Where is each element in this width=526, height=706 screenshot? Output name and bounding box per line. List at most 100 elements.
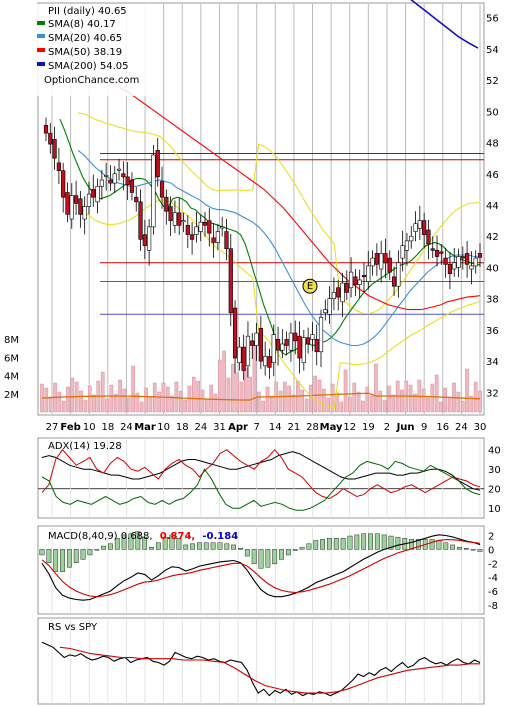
- macd-histogram-bar: [73, 549, 79, 563]
- macd-tick-label: 0: [488, 545, 494, 556]
- price-tick-label: 50: [486, 107, 499, 118]
- adx-tick-label: 10: [488, 504, 501, 515]
- adx-axis: 40 30 20 10: [488, 446, 501, 515]
- candle-down: [258, 328, 263, 362]
- macd-histogram-bar: [477, 549, 483, 552]
- macd-histogram: [39, 526, 483, 614]
- earnings-marker: E: [302, 278, 318, 294]
- volume-bar: [352, 382, 357, 413]
- legend-sma20: SMA(20) 40.65: [48, 33, 122, 44]
- candle-down: [61, 170, 66, 198]
- price-tick-label: 48: [486, 139, 499, 150]
- macd-histogram-bar: [149, 546, 154, 550]
- candle-up: [215, 231, 220, 243]
- price-tick-label: 56: [486, 14, 499, 25]
- candle-up: [194, 226, 199, 235]
- candle-up: [340, 282, 345, 303]
- candle-down: [477, 253, 483, 258]
- candle-up: [99, 179, 104, 187]
- price-tick-label: 32: [486, 388, 499, 399]
- volume-bar: [79, 390, 83, 413]
- volume-bar: [465, 368, 469, 413]
- volume-bar: [287, 385, 291, 413]
- macd-histogram-bar: [176, 538, 182, 550]
- volume-bar: [265, 386, 270, 413]
- volume-bar: [443, 387, 448, 413]
- volume-bar: [70, 377, 75, 413]
- date-tick-label: 21: [288, 422, 301, 433]
- macd-histogram-bar: [436, 540, 442, 550]
- volume-bar: [100, 371, 105, 413]
- candle-up: [370, 257, 375, 267]
- macd-tick-label: -8: [488, 601, 498, 612]
- macd-histogram-bar: [53, 549, 59, 572]
- adx-tick-label: 20: [488, 485, 501, 496]
- bollinger-upper: [77, 112, 481, 315]
- volume-bar: [196, 380, 200, 413]
- macd-axis: 2 0 -2 -4 -6 -8: [488, 531, 498, 612]
- candle-up: [301, 337, 306, 364]
- date-tick-label: Apr: [228, 422, 248, 433]
- volume-bar: [44, 387, 49, 413]
- candle-down: [267, 356, 272, 368]
- macd-histogram-bar: [190, 543, 195, 550]
- candle-down: [383, 253, 388, 264]
- date-tick-label: 7: [254, 422, 260, 433]
- rs-panel-frame: [37, 617, 485, 705]
- macd-histogram-bar: [429, 539, 435, 550]
- macd-tick-label: -4: [488, 573, 498, 584]
- candle-up: [95, 185, 100, 203]
- volume-bar: [157, 391, 161, 413]
- rs-label: RS vs SPY: [48, 622, 98, 633]
- volume-bar: [109, 384, 114, 413]
- volume-bar: [361, 400, 365, 413]
- price-tick-label: 36: [486, 326, 499, 337]
- price-tick-label: 42: [486, 232, 499, 243]
- macd-histogram-bar: [183, 544, 189, 550]
- candle-down: [336, 287, 341, 298]
- volume-bar: [473, 381, 478, 413]
- volume-bar: [313, 375, 318, 413]
- date-tick-label: 10: [83, 422, 96, 433]
- candle-down: [241, 346, 246, 371]
- candle-down: [48, 132, 53, 145]
- candle-up: [452, 262, 457, 270]
- macd-histogram-bar: [368, 533, 373, 550]
- volume-bar: [178, 390, 183, 413]
- price-axis: 56 54 52 50 48 46 44 42 40 38 36 34 32: [486, 14, 499, 400]
- candle-down: [185, 225, 190, 235]
- volume-bar: [447, 396, 452, 413]
- candle-down: [121, 173, 126, 178]
- volume-bar: [222, 350, 226, 413]
- volume-bar: [83, 399, 88, 413]
- candle-up: [404, 240, 410, 251]
- candle-down: [314, 338, 319, 353]
- candle-down: [297, 335, 302, 359]
- candle-down: [73, 195, 79, 204]
- macd-histogram-bar: [354, 534, 360, 550]
- macd-histogram-bar: [39, 549, 45, 556]
- date-tick-label: 19: [362, 422, 375, 433]
- date-tick-label: Feb: [60, 422, 80, 433]
- adx-tick-label: 40: [488, 446, 501, 457]
- volume-bar: [57, 391, 62, 413]
- macd-histogram-bar: [210, 542, 216, 550]
- volume-bar: [48, 396, 53, 413]
- macd-series-line: [41, 534, 481, 601]
- candle-up: [417, 220, 422, 229]
- legend-sma50: SMA(50) 38.19: [48, 47, 122, 58]
- candle-down: [164, 196, 169, 212]
- volume-bar: [248, 376, 252, 413]
- candle-up: [69, 195, 74, 220]
- volume-bar: [382, 399, 387, 413]
- volume-tick-label: 8M: [4, 335, 19, 346]
- candle-up: [220, 226, 225, 229]
- volume-bar: [61, 400, 66, 413]
- volume-bar: [126, 397, 131, 413]
- candle-down: [142, 234, 147, 246]
- candle-down: [202, 221, 208, 226]
- macd-histogram-bar: [80, 549, 86, 560]
- candle-up: [237, 346, 242, 364]
- macd-histogram-bar: [457, 546, 462, 550]
